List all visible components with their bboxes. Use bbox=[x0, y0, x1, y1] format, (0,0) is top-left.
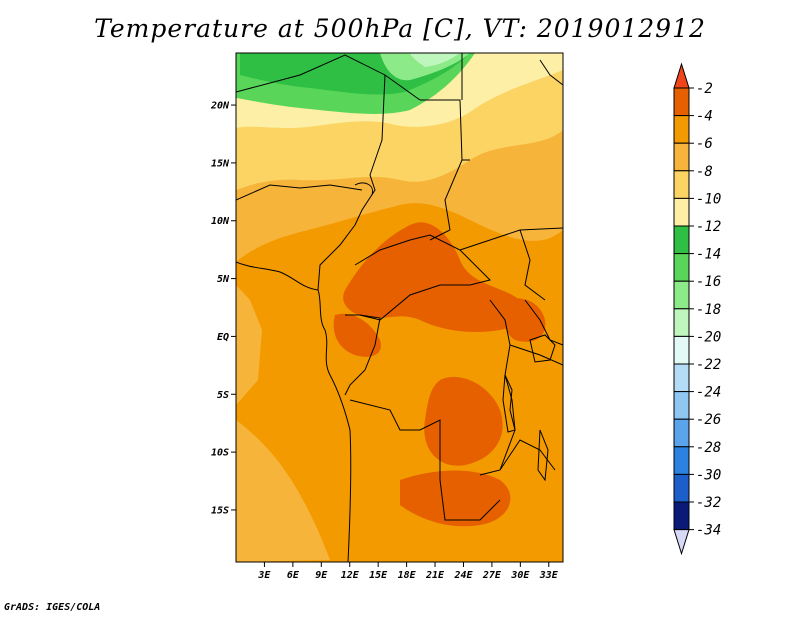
border-congo bbox=[344, 314, 381, 396]
colorbar-label: -12 bbox=[696, 219, 721, 235]
lon-tick-label: 24E bbox=[453, 570, 473, 581]
border-chad-sudan bbox=[429, 159, 463, 241]
colorbar-segment bbox=[673, 253, 690, 282]
coastline-west bbox=[236, 261, 352, 562]
colorbar-segment bbox=[673, 473, 690, 503]
colorbar: -2 -4 -6 -8 -10 -12 -14 -16 -18 -20 -22 -24 -26 -28 -3… bbox=[673, 62, 721, 556]
lat-tick-label: 10S bbox=[211, 448, 229, 459]
colorbar-segment bbox=[673, 142, 690, 172]
lake-tanganyika bbox=[502, 374, 516, 433]
lat-tick-label: 20N bbox=[210, 101, 230, 112]
border-sudan-ssudan bbox=[459, 227, 563, 251]
colorbar-label: -18 bbox=[696, 302, 721, 318]
colorbar-label: -10 bbox=[696, 191, 721, 207]
border-drc-east bbox=[479, 299, 516, 476]
border-east-coast bbox=[539, 59, 563, 86]
colorbar-label: -26 bbox=[696, 412, 721, 428]
colorbar-label: -30 bbox=[696, 467, 721, 483]
border-drc-angola bbox=[349, 399, 441, 445]
colorbar-label: -16 bbox=[696, 274, 721, 290]
lon-tick-label: 3E bbox=[257, 570, 271, 581]
colorbar-segment bbox=[673, 363, 690, 393]
lon-tick-label: 18E bbox=[398, 570, 417, 581]
colorbar-label: -32 bbox=[696, 495, 721, 511]
border-niger-nigeria bbox=[236, 184, 363, 201]
colorbar-bottom-segment bbox=[673, 501, 690, 531]
lon-tick-label: 27E bbox=[482, 570, 502, 581]
temperature-field bbox=[236, 53, 563, 562]
colorbar-label: -6 bbox=[696, 136, 713, 152]
border-chad-lake bbox=[354, 182, 374, 196]
colorbar-segment bbox=[673, 225, 690, 255]
colorbar-label: -2 bbox=[696, 81, 713, 97]
colorbar-segment bbox=[673, 308, 690, 337]
latitude-axis: 20N 15N 10N 5N EQ 5S 10S 15S bbox=[210, 101, 236, 516]
colorbar-label: -22 bbox=[696, 357, 721, 373]
lat-tick-label: 10N bbox=[211, 216, 230, 227]
lon-tick-label: 30E bbox=[510, 570, 530, 581]
lat-tick-label: 15N bbox=[211, 158, 230, 169]
lat-tick-label: EQ bbox=[217, 332, 229, 343]
border-niger-chad bbox=[354, 74, 386, 226]
border-ssudan-ethiopia bbox=[519, 229, 546, 301]
lon-tick-label: 15E bbox=[369, 570, 388, 581]
colorbar-bottom-arrow bbox=[673, 529, 690, 556]
colorbar-label: -4 bbox=[696, 109, 713, 125]
lake-victoria bbox=[529, 334, 556, 363]
lon-tick-label: 33E bbox=[539, 570, 559, 581]
field-patch-central bbox=[343, 222, 528, 332]
colorbar-segment bbox=[673, 280, 690, 310]
border-algeria-niger bbox=[236, 54, 421, 101]
lon-tick-label: 9E bbox=[315, 570, 328, 581]
colorbar-top-arrow bbox=[673, 62, 690, 89]
field-patch-east bbox=[503, 298, 546, 342]
lon-tick-label: 12E bbox=[341, 570, 360, 581]
colorbar-segment bbox=[673, 446, 690, 475]
colorbar-label: -8 bbox=[696, 164, 713, 180]
lon-tick-label: 21E bbox=[425, 570, 445, 581]
lat-tick-label: 5S bbox=[217, 390, 229, 401]
border-tanzania bbox=[509, 344, 563, 366]
field-sw-light-band bbox=[236, 420, 330, 562]
colorbar-segment bbox=[673, 115, 690, 144]
field-patch-south-a bbox=[424, 376, 503, 466]
border-libya-sudan bbox=[420, 99, 470, 161]
chart-title: Temperature at 500hPa [C], VT: 201901291… bbox=[94, 14, 706, 43]
field-patch-west bbox=[333, 313, 381, 357]
colorbar-segment bbox=[673, 87, 690, 117]
map-frame bbox=[235, 52, 564, 563]
colorbar-segment bbox=[673, 335, 690, 365]
country-borders bbox=[236, 53, 563, 562]
colorbar-label: -24 bbox=[696, 385, 721, 401]
colorbar-segment bbox=[673, 197, 690, 227]
border-nigeria-cameroon bbox=[317, 224, 356, 291]
colorbar-segment bbox=[673, 418, 690, 448]
footer-credit: GrADS: IGES/COLA bbox=[4, 602, 101, 613]
colorbar-label: -34 bbox=[696, 523, 721, 539]
colorbar-label: -20 bbox=[696, 329, 721, 345]
border-angola-zambia bbox=[439, 445, 501, 521]
colorbar-label: -28 bbox=[696, 440, 721, 456]
colorbar-segment bbox=[673, 391, 690, 420]
field-w-light-band bbox=[236, 285, 262, 405]
border-kenya-uganda bbox=[524, 299, 563, 346]
lake-malawi bbox=[537, 429, 549, 482]
longitude-axis: 3E 6E 9E 12E 15E 18E 21E 24E 27E 30E 33E bbox=[257, 562, 559, 581]
colorbar-label: -14 bbox=[696, 247, 721, 263]
colorbar-segment bbox=[673, 170, 690, 199]
lon-tick-label: 6E bbox=[287, 570, 300, 581]
border-car bbox=[354, 234, 491, 321]
field-patch-south-b bbox=[400, 470, 511, 527]
lat-tick-label: 15S bbox=[211, 505, 229, 516]
field-n-green-lighter bbox=[410, 53, 460, 67]
lat-tick-label: 5N bbox=[217, 274, 230, 285]
